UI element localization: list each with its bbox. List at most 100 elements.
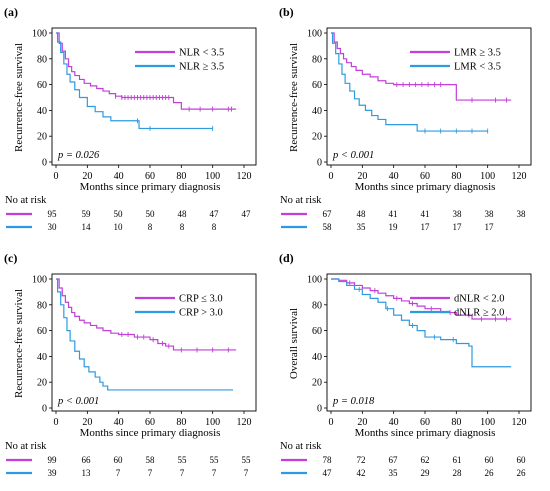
p-value: p < 0.001 xyxy=(332,150,374,161)
risk-count: 55 xyxy=(178,455,188,465)
risk-count: 58 xyxy=(323,222,333,232)
risk-count: 7 xyxy=(180,468,185,478)
risk-count: 8 xyxy=(212,222,217,232)
y-tick-label: 100 xyxy=(307,275,322,286)
x-tick-label: 120 xyxy=(512,171,527,182)
p-value: p = 0.018 xyxy=(332,396,375,407)
risk-count: 10 xyxy=(114,222,124,232)
legend-label: CRP ≤ 3.0 xyxy=(179,294,223,305)
y-tick-label: 60 xyxy=(312,80,322,91)
p-value: p = 0.026 xyxy=(57,150,100,161)
x-tick-label: 20 xyxy=(357,417,367,428)
risk-count: 47 xyxy=(210,209,220,219)
risk-table-title: No at risk xyxy=(280,195,322,206)
risk-count: 72 xyxy=(357,455,366,465)
legend-label: LMR < 3.5 xyxy=(454,62,501,73)
x-tick-label: 40 xyxy=(389,417,399,428)
risk-count: 55 xyxy=(210,455,220,465)
panel-label: (b) xyxy=(279,5,294,19)
legend-label: dNLR < 2.0 xyxy=(454,294,505,305)
risk-count: 28 xyxy=(453,468,463,478)
risk-count: 66 xyxy=(82,455,92,465)
km-curve-blue xyxy=(331,32,488,132)
x-tick-label: 0 xyxy=(54,171,59,182)
x-axis-title: Months since primary diagnosis xyxy=(80,181,221,193)
y-tick-label: 0 xyxy=(317,404,322,415)
x-tick-label: 0 xyxy=(329,171,334,182)
x-tick-label: 60 xyxy=(420,417,430,428)
risk-count: 67 xyxy=(323,209,333,219)
x-tick-label: 120 xyxy=(512,417,527,428)
y-axis-title: Recurrence-free survival xyxy=(13,43,25,152)
y-tick-label: 80 xyxy=(37,300,47,311)
risk-count: 95 xyxy=(48,209,58,219)
y-tick-label: 80 xyxy=(312,54,322,65)
risk-count: 8 xyxy=(148,222,153,232)
y-tick-label: 100 xyxy=(307,29,322,40)
x-tick-label: 80 xyxy=(451,171,461,182)
risk-count: 42 xyxy=(357,468,366,478)
risk-count: 99 xyxy=(48,455,58,465)
y-tick-label: 0 xyxy=(42,404,47,415)
km-panel-a: (a) 0 20 40 60 80 100 0 20 40 60 80 100 120 Months sin… xyxy=(4,5,257,232)
panel-label: (d) xyxy=(279,251,294,265)
km-panel-b: (b) 0 20 40 60 80 100 0 20 40 60 80 100 120 Months sin… xyxy=(279,5,532,232)
risk-count: 62 xyxy=(421,455,430,465)
x-tick-label: 40 xyxy=(389,171,399,182)
legend-label: NLR ≥ 3.5 xyxy=(179,62,224,73)
y-axis-title: Recurrence-free survival xyxy=(13,289,25,398)
x-tick-label: 20 xyxy=(357,171,367,182)
y-tick-label: 40 xyxy=(37,352,47,363)
risk-count: 60 xyxy=(517,455,527,465)
x-tick-label: 80 xyxy=(176,171,186,182)
risk-count: 41 xyxy=(389,209,398,219)
risk-count: 26 xyxy=(485,468,495,478)
panel-label: (c) xyxy=(4,251,17,265)
x-axis-title: Months since primary diagnosis xyxy=(80,427,221,439)
plot-frame xyxy=(51,27,257,166)
y-tick-label: 20 xyxy=(37,132,47,143)
legend-label: dNLR ≥ 2.0 xyxy=(454,308,504,319)
y-tick-label: 60 xyxy=(37,80,47,91)
y-tick-label: 20 xyxy=(312,132,322,143)
y-tick-label: 20 xyxy=(312,378,322,389)
x-tick-label: 60 xyxy=(145,417,155,428)
risk-count: 47 xyxy=(242,209,252,219)
y-tick-label: 0 xyxy=(42,158,47,169)
risk-count: 50 xyxy=(114,209,124,219)
risk-table-title: No at risk xyxy=(5,195,47,206)
risk-table-title: No at risk xyxy=(5,441,47,452)
x-tick-label: 60 xyxy=(145,171,155,182)
risk-count: 35 xyxy=(357,222,367,232)
risk-count: 38 xyxy=(485,209,495,219)
x-tick-label: 40 xyxy=(114,171,124,182)
km-curve-blue xyxy=(331,278,512,368)
x-tick-label: 120 xyxy=(237,171,252,182)
x-tick-label: 100 xyxy=(480,171,495,182)
x-tick-label: 20 xyxy=(82,417,92,428)
x-tick-label: 80 xyxy=(176,417,186,428)
y-tick-label: 100 xyxy=(32,275,47,286)
y-tick-label: 40 xyxy=(312,352,322,363)
risk-count: 55 xyxy=(242,455,252,465)
x-tick-label: 0 xyxy=(329,417,334,428)
risk-count: 14 xyxy=(82,222,92,232)
risk-count: 67 xyxy=(389,455,399,465)
risk-count: 78 xyxy=(323,455,333,465)
risk-count: 17 xyxy=(485,222,495,232)
risk-count: 60 xyxy=(114,455,124,465)
y-axis-title: Recurrence-free survival xyxy=(288,43,300,152)
risk-count: 8 xyxy=(180,222,185,232)
risk-count: 7 xyxy=(116,468,121,478)
risk-count: 58 xyxy=(146,455,156,465)
y-tick-label: 40 xyxy=(312,106,322,117)
km-curve-magenta xyxy=(331,32,512,101)
x-tick-label: 100 xyxy=(205,417,220,428)
risk-count: 35 xyxy=(389,468,399,478)
km-panel-c: (c) 0 20 40 60 80 100 0 20 40 60 80 100 120 Months sin… xyxy=(4,251,257,478)
plot-frame xyxy=(326,273,532,412)
risk-count: 61 xyxy=(453,455,462,465)
risk-count: 38 xyxy=(517,209,527,219)
x-axis-title: Months since primary diagnosis xyxy=(355,181,496,193)
risk-count: 17 xyxy=(453,222,463,232)
